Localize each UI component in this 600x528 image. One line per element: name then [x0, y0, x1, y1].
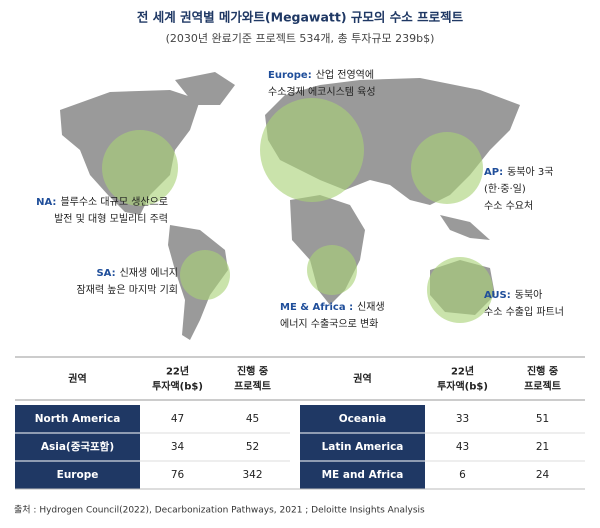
- annotation-label: Europe:: [268, 70, 312, 81]
- annotation-line: 발전 및 대형 모빌리티 주력: [54, 213, 168, 225]
- annotation-label: AP:: [484, 167, 503, 178]
- annotation-line: 수소 수요처: [484, 200, 533, 212]
- header-cell: 프로젝트: [234, 380, 271, 393]
- annotation-line: 에너지 수출국으로 변화: [280, 318, 378, 330]
- annotation-text: 동북아 3국: [507, 166, 553, 178]
- region-cell: Europe: [57, 469, 99, 481]
- annotation-text: 블루수소 대규모 생산으로: [60, 196, 168, 208]
- annotation-text: 동북아: [515, 289, 543, 301]
- annotation-text: 신재생: [357, 301, 385, 313]
- region-cell: North America: [35, 413, 121, 425]
- source: 출처 : Hydrogen Council(2022), Decarboniza…: [14, 504, 425, 516]
- value-cell: 76: [171, 469, 185, 481]
- region-cell: ME and Africa: [322, 469, 404, 481]
- value-cell: 34: [171, 441, 185, 453]
- region-cell: Latin America: [322, 441, 404, 453]
- annotation-line: AP: 동북아 3국: [484, 166, 553, 178]
- annotation-text: 산업 전영역에: [316, 68, 374, 81]
- annotation-label: AUS:: [484, 290, 511, 301]
- annotation-text: 신재생 에너지: [120, 267, 178, 279]
- region-cell: Asia(중국포함): [41, 440, 114, 453]
- region-column: [15, 405, 140, 489]
- value-cell: 51: [536, 413, 549, 425]
- header-cell: 권역: [68, 372, 86, 385]
- header-cell: 22년: [166, 365, 189, 378]
- header-cell: 22년: [451, 365, 474, 378]
- annotation-line: Europe: 산업 전영역에: [268, 68, 374, 81]
- annotation-line: (한·중·일): [484, 183, 526, 195]
- annotation-line: AUS: 동북아: [484, 289, 542, 301]
- subtitle: (2030년 완료기준 프로젝트 534개, 총 투자규모 239b$): [166, 32, 435, 45]
- header-cell: 투자액(b$): [437, 380, 488, 393]
- annotation-label: ME & Africa :: [280, 302, 353, 313]
- header-cell: 진행 중: [237, 365, 268, 378]
- annotation-line: 잠재력 높은 마지막 기회: [76, 284, 178, 296]
- header-cell: 권역: [353, 372, 371, 385]
- annotation-line: SA: 신재생 에너지: [96, 267, 178, 279]
- header-cell: 프로젝트: [524, 380, 561, 393]
- region-cell: Oceania: [339, 413, 387, 425]
- annotation-line: ME & Africa : 신재생: [280, 301, 385, 313]
- header-cell: 투자액(b$): [152, 380, 203, 393]
- value-cell: 45: [246, 413, 259, 425]
- header-cell: 진행 중: [527, 365, 558, 378]
- value-cell: 6: [459, 469, 466, 481]
- annotation-line: 수소 수출입 파트너: [484, 305, 564, 318]
- annotation-line: NA: 블루수소 대규모 생산으로: [36, 196, 168, 208]
- value-cell: 21: [536, 441, 549, 453]
- title: 전 세계 권역별 메가와트(Megawatt) 규모의 수소 프로젝트: [137, 10, 464, 25]
- annotation-label: NA:: [36, 197, 56, 208]
- value-cell: 24: [536, 469, 550, 481]
- value-cell: 342: [242, 469, 262, 481]
- value-cell: 33: [456, 413, 469, 425]
- world-map: [60, 72, 520, 340]
- value-cell: 43: [456, 441, 469, 453]
- value-cell: 47: [171, 413, 184, 425]
- annotation-label: SA:: [96, 268, 115, 279]
- value-cell: 52: [246, 441, 259, 453]
- region-column: [300, 405, 425, 489]
- annotation-line: 수소경제 에코시스템 육성: [268, 85, 376, 98]
